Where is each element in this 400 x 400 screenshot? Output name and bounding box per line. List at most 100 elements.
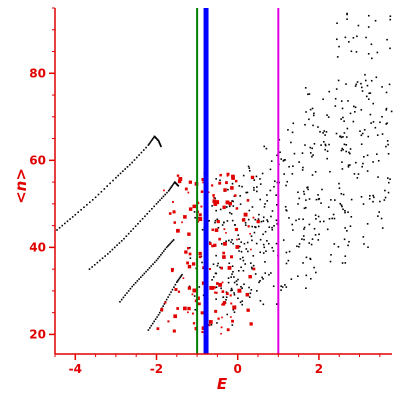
scatter-point (302, 262, 304, 264)
scatter-point (341, 147, 343, 150)
y-axis-label: <n> (12, 168, 30, 204)
highlight-point (207, 191, 210, 194)
scatter-point (262, 252, 265, 254)
scatter-point (353, 173, 356, 175)
scatter-point (383, 199, 386, 201)
highlight-point (230, 186, 234, 190)
scatter-point (303, 207, 306, 210)
highlight-point (213, 243, 217, 247)
scatter-point (241, 185, 243, 188)
scatter-point (330, 199, 332, 201)
highlight-point (232, 305, 237, 310)
highlight-point (212, 194, 215, 197)
arc-point (168, 293, 171, 296)
scatter-point (387, 143, 389, 146)
scatter-point (347, 100, 349, 102)
arc-point (181, 273, 183, 276)
scatter-point (375, 76, 378, 79)
scatter-point (298, 243, 301, 245)
arc-point (126, 166, 129, 168)
scatter-point (219, 208, 222, 211)
scatter-point (385, 145, 387, 148)
scatter-point (252, 264, 255, 267)
scatter-point (314, 234, 317, 236)
highlight-point (211, 244, 214, 248)
scatter-point (291, 131, 294, 134)
scatter-point (387, 181, 390, 184)
scatter-point (198, 286, 201, 288)
scatter-point (273, 185, 275, 188)
arc-point (138, 278, 140, 280)
arc-point (132, 227, 135, 230)
scatter-point (258, 213, 260, 216)
scatter-point (283, 173, 285, 175)
highlight-point (198, 251, 202, 256)
scatter-point (272, 250, 275, 252)
scatter-point (360, 109, 363, 111)
scatter-point (344, 36, 347, 39)
scatter-point (368, 92, 370, 95)
scatter-point (189, 257, 192, 259)
scatter-point (326, 150, 329, 153)
arc-point (164, 193, 167, 196)
scatter-point (254, 226, 256, 228)
scatter-point (305, 206, 307, 209)
scatter-point (346, 13, 348, 16)
scatter-point (339, 135, 341, 138)
arc-point (117, 174, 120, 177)
scatter-point (326, 228, 329, 231)
scatter-point (269, 189, 272, 192)
scatter-point (233, 281, 236, 284)
scatter-point (325, 131, 328, 133)
arc-point (164, 248, 167, 251)
scatter-point (333, 217, 336, 220)
scatter-point (211, 279, 213, 281)
highlight-point (225, 232, 227, 234)
arc-point (156, 316, 158, 318)
arc-point (170, 186, 173, 188)
scatter-point (263, 145, 266, 148)
scatter-point (340, 192, 343, 195)
scatter-point (193, 211, 196, 213)
scatter-point (233, 293, 236, 296)
scatter-point (295, 219, 297, 222)
scatter-point (241, 300, 244, 302)
highlight-point (226, 175, 229, 177)
scatter-point (349, 225, 352, 228)
scatter-point (235, 280, 238, 282)
arc-point (162, 305, 164, 307)
scatter-point (363, 155, 365, 158)
y-tick-label: 60 (29, 153, 46, 167)
arc-point (133, 283, 135, 286)
arc-point (145, 270, 147, 273)
arc-point (155, 259, 158, 262)
scatter-point (304, 87, 307, 89)
scatter-point (315, 218, 317, 220)
scatter-point (291, 173, 294, 175)
scatter-point (268, 273, 270, 276)
scatter-point (254, 226, 257, 229)
scatter-point (328, 90, 331, 93)
scatter-point (287, 129, 289, 131)
scatter-point (283, 159, 286, 161)
scatter-point (311, 107, 314, 110)
scatter-point (363, 128, 366, 131)
scatter-point (376, 153, 378, 156)
scatter-point (342, 193, 345, 196)
highlight-point (230, 302, 233, 305)
scatter-point (225, 240, 227, 243)
arc-point (148, 267, 151, 269)
highlight-point (198, 217, 203, 221)
scatter-point (257, 218, 260, 220)
arc-point (137, 222, 139, 225)
x-tick-label: -2 (150, 362, 163, 376)
scatter-point (376, 51, 379, 54)
scatter-point (291, 223, 294, 226)
scatter-point (215, 254, 217, 257)
highlight-point (187, 191, 190, 194)
highlight-point (252, 267, 256, 271)
scatter-point (315, 271, 317, 274)
highlight-point (192, 322, 196, 325)
scatter-point (302, 190, 305, 193)
